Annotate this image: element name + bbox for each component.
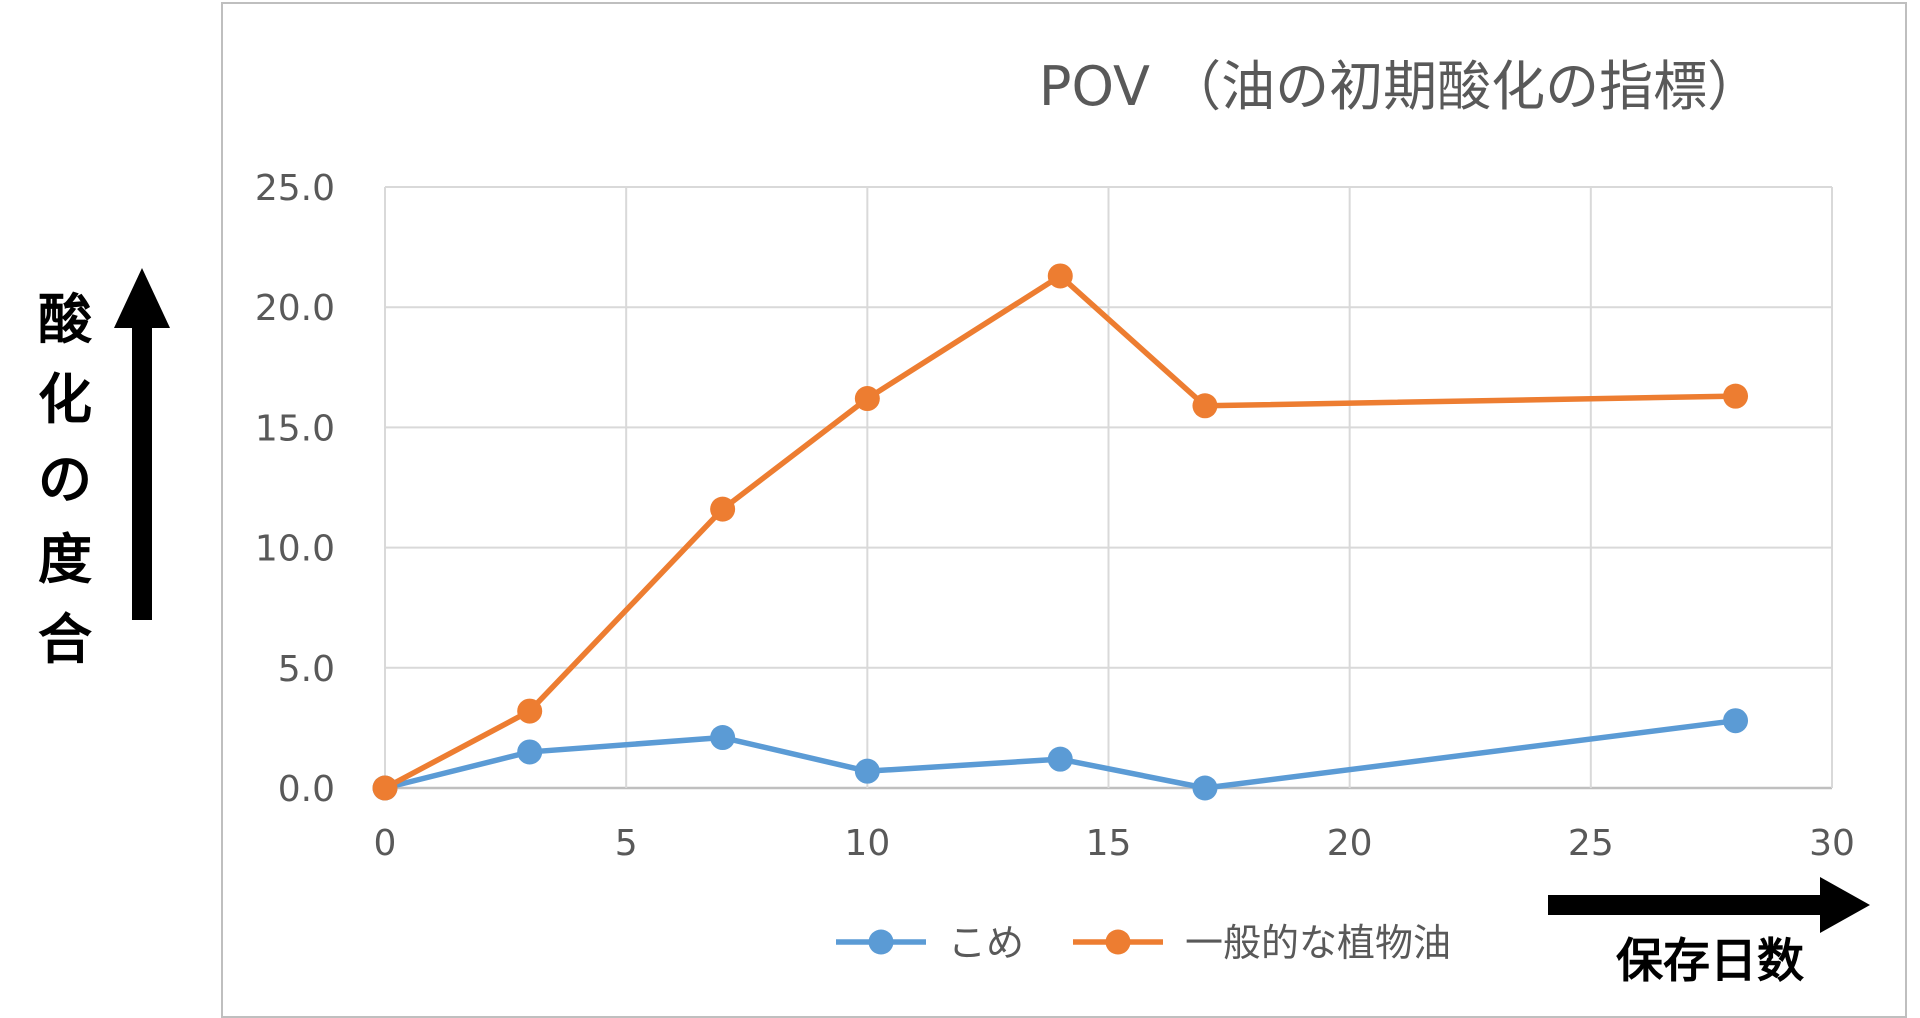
data-point-2 xyxy=(710,496,736,522)
series-line-2 xyxy=(382,273,1739,791)
x-arrow-shaft xyxy=(1548,895,1838,915)
chart-title: POV （油の初期酸化の指標） xyxy=(1039,55,1761,118)
y-arrow xyxy=(114,268,170,620)
data-point-2 xyxy=(517,698,543,724)
legend-label-1: こめ xyxy=(948,921,1024,965)
legend-marker-2 xyxy=(1105,929,1131,955)
data-point-2 xyxy=(1192,393,1218,419)
data-point-1 xyxy=(854,758,880,784)
chart-frame xyxy=(221,2,1907,1018)
y-tick-label: 5.0 xyxy=(278,649,335,690)
data-point-1 xyxy=(1192,775,1218,801)
y-tick-label: 20.0 xyxy=(255,288,335,329)
legend: こめ 一般的な植物油 xyxy=(836,921,1451,965)
x-arrow xyxy=(1548,877,1870,933)
x-tick-label: 25 xyxy=(1568,823,1614,864)
x-tick-label: 30 xyxy=(1809,823,1855,864)
x-tick-label: 5 xyxy=(615,823,638,864)
legend-label-2: 一般的な植物油 xyxy=(1185,921,1451,965)
y-tick-label: 0.0 xyxy=(278,769,335,810)
legend-marker-1 xyxy=(868,929,894,955)
y-arrow-head xyxy=(114,268,170,328)
data-point-1 xyxy=(710,725,736,751)
data-point-2 xyxy=(854,386,880,412)
data-point-2 xyxy=(1047,263,1073,289)
x-tick-label: 20 xyxy=(1327,823,1373,864)
y-tick-label: 25.0 xyxy=(255,168,335,209)
data-point-2 xyxy=(1723,383,1749,409)
data-point-2 xyxy=(372,775,398,801)
data-point-1 xyxy=(1723,708,1749,734)
data-point-1 xyxy=(517,739,543,765)
x-axis-caption: 保存日数 xyxy=(1616,934,1804,989)
axes: 0.0 5.0 10.0 15.0 20.0 25.0 0 5 10 15 20 25 30 xyxy=(255,168,1855,864)
x-tick-label: 10 xyxy=(844,823,890,864)
x-tick-label: 15 xyxy=(1086,823,1132,864)
y-tick-label: 15.0 xyxy=(255,408,335,449)
gridlines xyxy=(384,186,1833,790)
y-tick-label: 10.0 xyxy=(255,529,335,570)
y-arrow-shaft xyxy=(132,318,152,620)
series xyxy=(372,263,1749,801)
data-point-1 xyxy=(1047,746,1073,772)
x-tick-label: 0 xyxy=(374,823,397,864)
y-axis-caption: 酸化の度合 xyxy=(38,288,92,671)
x-arrow-head xyxy=(1820,877,1870,933)
